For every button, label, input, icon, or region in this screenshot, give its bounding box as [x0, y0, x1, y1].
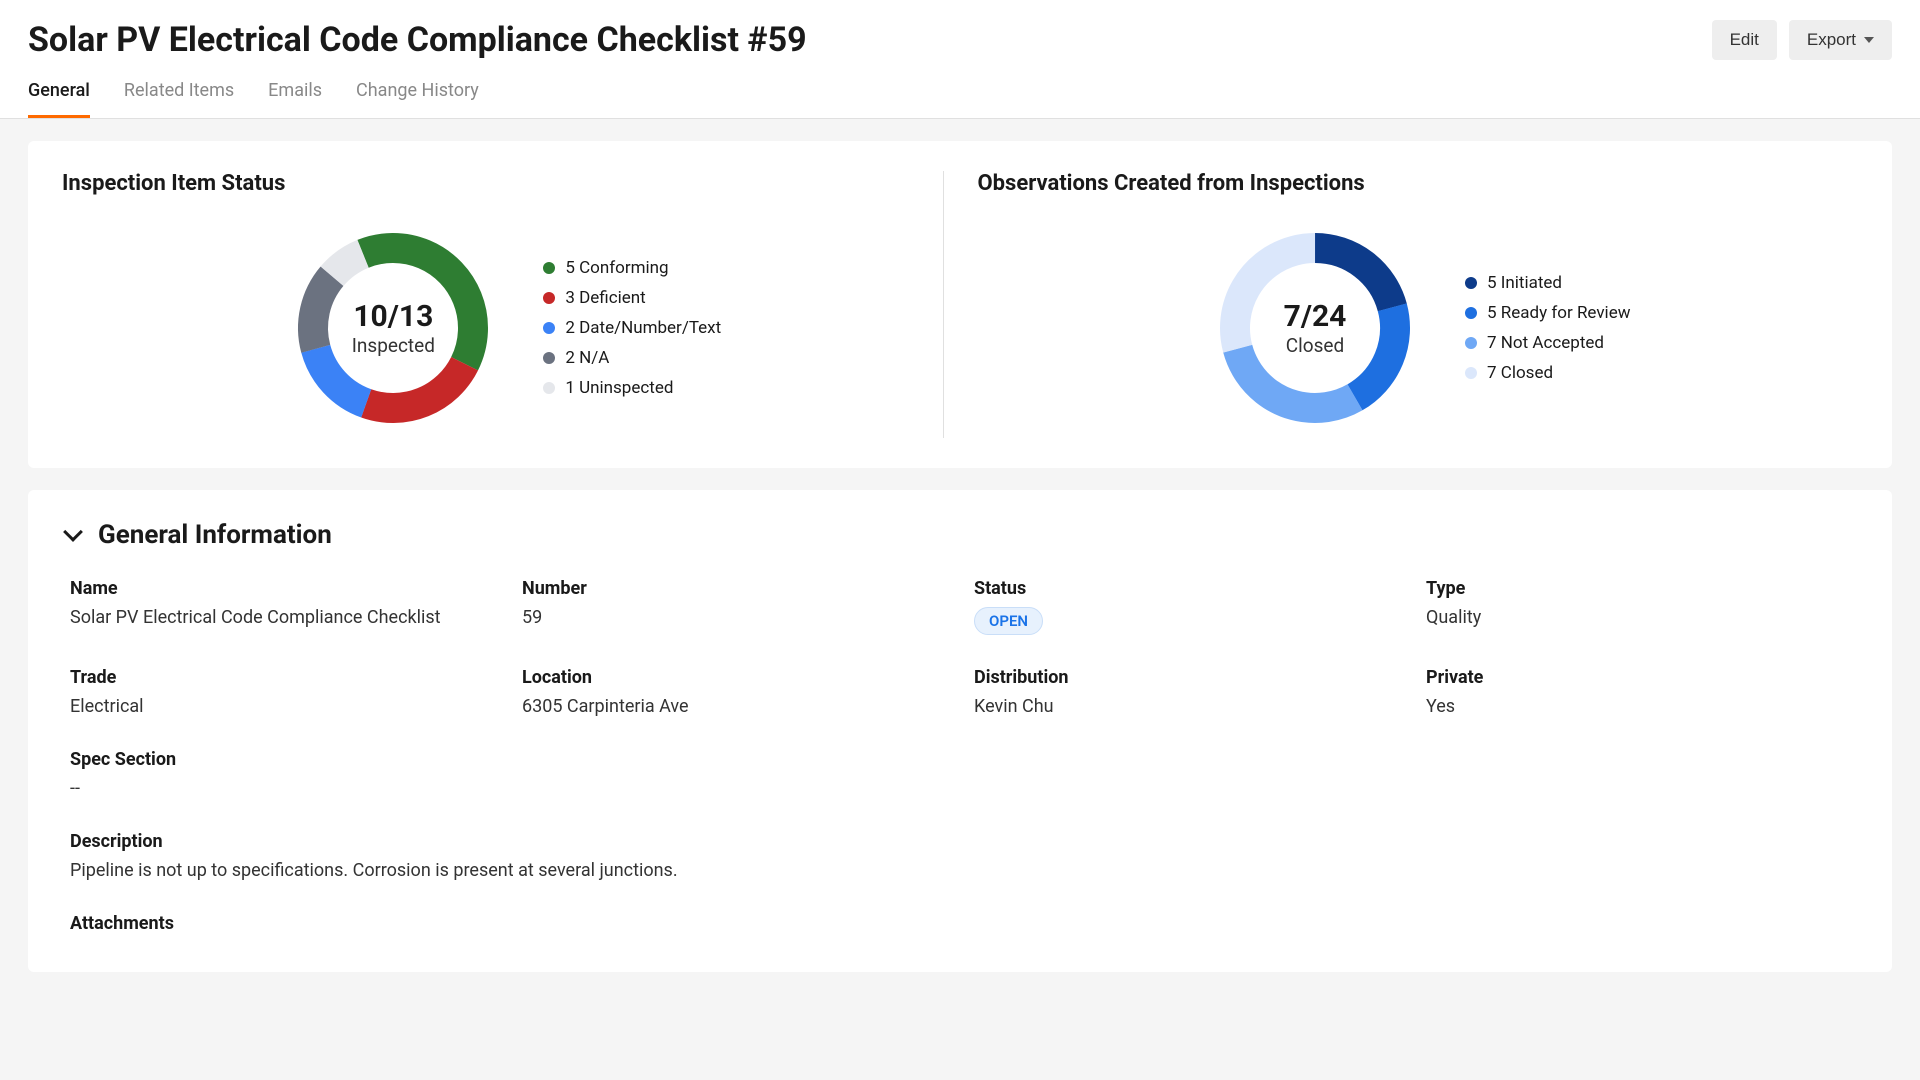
tab-emails[interactable]: Emails — [268, 80, 322, 118]
legend-label: 5 Initiated — [1487, 273, 1562, 293]
field-name-label: Name — [70, 578, 502, 599]
export-button-label: Export — [1807, 30, 1856, 50]
legend-item: 1 Uninspected — [543, 378, 721, 398]
field-location-label: Location — [522, 667, 954, 688]
legend-item: 7 Closed — [1465, 363, 1630, 383]
header-actions: Edit Export — [1712, 20, 1892, 60]
observations-center-big: 7/24 — [1284, 299, 1347, 334]
page-title: Solar PV Electrical Code Compliance Chec… — [28, 20, 807, 60]
field-number-value: 59 — [522, 607, 954, 628]
legend-swatch — [543, 322, 555, 334]
page-header: Solar PV Electrical Code Compliance Chec… — [0, 0, 1920, 68]
field-trade-value: Electrical — [70, 696, 502, 717]
legend-swatch — [1465, 337, 1477, 349]
field-distribution-value: Kevin Chu — [974, 696, 1406, 717]
inspection-status-title: Inspection Item Status — [62, 171, 943, 196]
field-spec-label: Spec Section — [70, 749, 1858, 770]
tabs: General Related Items Emails Change Hist… — [0, 68, 1920, 119]
field-status-value: OPEN — [974, 607, 1406, 635]
observations-legend: 5 Initiated 5 Ready for Review 7 Not Accep… — [1465, 273, 1630, 383]
legend-item: 5 Ready for Review — [1465, 303, 1630, 323]
field-private-label: Private — [1426, 667, 1858, 688]
legend-label: 5 Ready for Review — [1487, 303, 1630, 323]
field-attachments: Attachments — [70, 913, 1858, 942]
legend-item: 7 Not Accepted — [1465, 333, 1630, 353]
field-location-value: 6305 Carpinteria Ave — [522, 696, 954, 717]
charts-card: Inspection Item Status 10/13 Inspected 5… — [28, 141, 1892, 468]
field-trade: Trade Electrical — [70, 667, 502, 717]
field-private-value: Yes — [1426, 696, 1858, 717]
field-trade-label: Trade — [70, 667, 502, 688]
legend-swatch — [1465, 307, 1477, 319]
legend-swatch — [543, 352, 555, 364]
field-number: Number 59 — [522, 578, 954, 635]
field-description: Description Pipeline is not up to specif… — [70, 831, 1858, 881]
field-status: Status OPEN — [974, 578, 1406, 635]
field-attachments-label: Attachments — [70, 913, 1858, 934]
field-status-label: Status — [974, 578, 1406, 599]
field-number-label: Number — [522, 578, 954, 599]
legend-swatch — [1465, 367, 1477, 379]
general-info-toggle[interactable]: General Information — [62, 520, 1858, 550]
observations-donut-center: 7/24 Closed — [1284, 299, 1347, 357]
chevron-down-icon — [63, 522, 83, 542]
legend-label: 7 Closed — [1487, 363, 1553, 383]
field-spec-section: Spec Section -- — [70, 749, 1858, 799]
field-name-value: Solar PV Electrical Code Compliance Chec… — [70, 607, 502, 628]
observations-center-small: Closed — [1284, 334, 1347, 357]
inspection-center-small: Inspected — [352, 334, 435, 357]
tab-general[interactable]: General — [28, 80, 90, 118]
field-type-value: Quality — [1426, 607, 1858, 628]
field-description-label: Description — [70, 831, 1858, 852]
field-description-value: Pipeline is not up to specifications. Co… — [70, 860, 1858, 881]
general-info-card: General Information Name Solar PV Electr… — [28, 490, 1892, 972]
field-private: Private Yes — [1426, 667, 1858, 717]
legend-item: 2 Date/Number/Text — [543, 318, 721, 338]
legend-label: 3 Deficient — [565, 288, 645, 308]
legend-swatch — [543, 382, 555, 394]
field-type: Type Quality — [1426, 578, 1858, 635]
legend-swatch — [543, 292, 555, 304]
field-type-label: Type — [1426, 578, 1858, 599]
field-distribution: Distribution Kevin Chu — [974, 667, 1406, 717]
observations-title: Observations Created from Inspections — [978, 171, 1859, 196]
inspection-donut: 10/13 Inspected — [283, 218, 503, 438]
edit-button-label: Edit — [1730, 30, 1759, 50]
legend-label: 1 Uninspected — [565, 378, 673, 398]
legend-item: 5 Initiated — [1465, 273, 1630, 293]
legend-swatch — [1465, 277, 1477, 289]
legend-label: 5 Conforming — [565, 258, 668, 278]
chevron-down-icon — [1864, 37, 1874, 43]
legend-label: 2 N/A — [565, 348, 609, 368]
export-button[interactable]: Export — [1789, 20, 1892, 60]
general-info-title: General Information — [98, 520, 332, 550]
legend-label: 7 Not Accepted — [1487, 333, 1604, 353]
observations-donut: 7/24 Closed — [1205, 218, 1425, 438]
inspection-donut-center: 10/13 Inspected — [352, 299, 435, 357]
tab-change-history[interactable]: Change History — [356, 80, 479, 118]
general-info-grid: Name Solar PV Electrical Code Compliance… — [62, 578, 1858, 942]
field-name: Name Solar PV Electrical Code Compliance… — [70, 578, 502, 635]
legend-item: 2 N/A — [543, 348, 721, 368]
observations-panel: Observations Created from Inspections 7/… — [943, 171, 1859, 438]
field-distribution-label: Distribution — [974, 667, 1406, 688]
legend-item: 5 Conforming — [543, 258, 721, 278]
edit-button[interactable]: Edit — [1712, 20, 1777, 60]
inspection-status-panel: Inspection Item Status 10/13 Inspected 5… — [62, 171, 943, 438]
inspection-center-big: 10/13 — [352, 299, 435, 334]
content: Inspection Item Status 10/13 Inspected 5… — [0, 119, 1920, 1016]
legend-label: 2 Date/Number/Text — [565, 318, 721, 338]
tab-related-items[interactable]: Related Items — [124, 80, 234, 118]
field-location: Location 6305 Carpinteria Ave — [522, 667, 954, 717]
legend-item: 3 Deficient — [543, 288, 721, 308]
field-spec-value: -- — [70, 778, 1858, 799]
inspection-legend: 5 Conforming 3 Deficient 2 Date/Number/Tex… — [543, 258, 721, 398]
legend-swatch — [543, 262, 555, 274]
status-badge: OPEN — [974, 607, 1043, 635]
